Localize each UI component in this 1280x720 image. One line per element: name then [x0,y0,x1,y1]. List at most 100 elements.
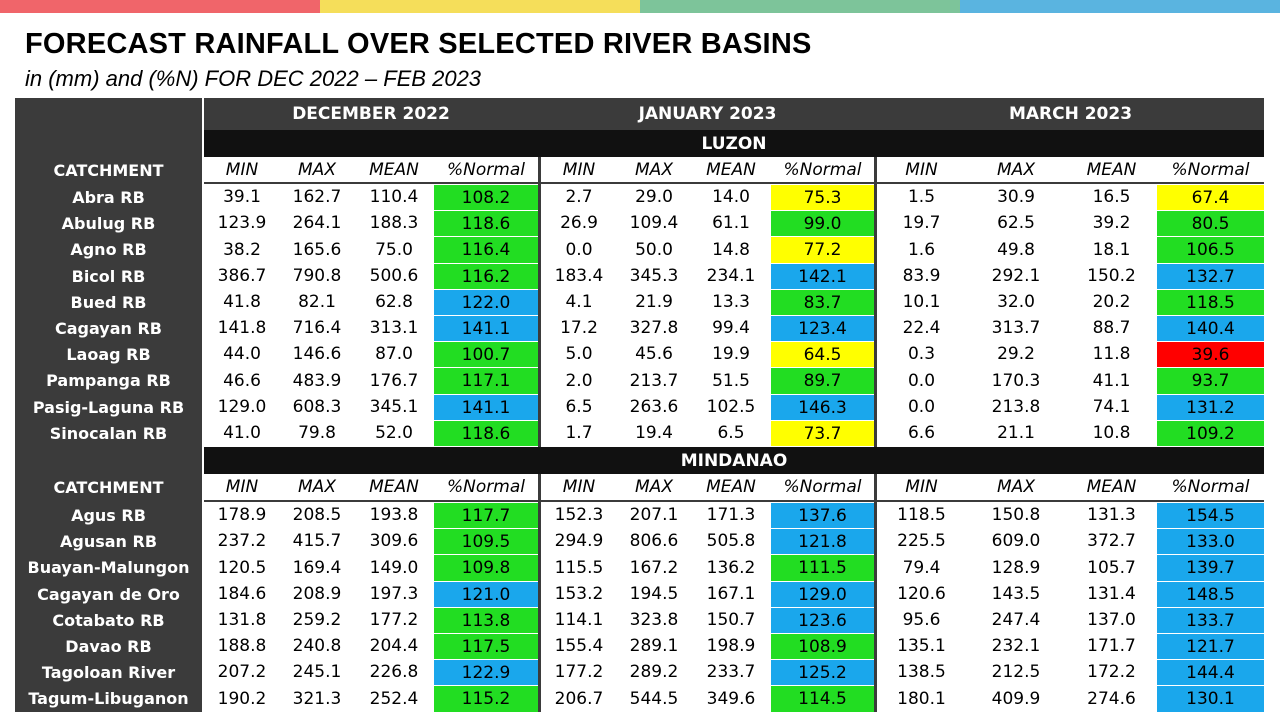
value-cell: 171.3 [706,505,756,525]
value-cell: 137.0 [1087,610,1136,630]
page-subtitle: in (mm) and (%N) FOR DEC 2022 – FEB 2023 [25,66,482,91]
value-cell: 225.5 [897,531,946,551]
pct-normal-cell: 133.7 [1157,607,1264,633]
value-cell: 29.0 [635,187,673,207]
value-cell: 50.0 [635,239,673,260]
value-cell: 169.4 [292,557,342,578]
value-cell: 115.5 [554,557,604,578]
value-cell: 4.1 [565,292,593,312]
catchment-name: Agno RB [15,236,202,263]
pct-normal-cell: 139.7 [1157,554,1264,581]
value-cell: 0.3 [907,344,936,364]
value-cell: 207.1 [629,505,679,525]
pct-normal-cell: 122.9 [434,659,538,685]
col-header-mean: MEAN [1086,477,1137,497]
value-cell: 150.2 [1087,266,1136,286]
value-cell: 10.8 [1092,423,1131,443]
value-cell: 167.2 [629,557,679,578]
value-cell: 207.2 [217,662,267,682]
value-cell: 143.5 [991,584,1041,604]
value-cell: 131.4 [1087,584,1136,604]
value-cell: 0.0 [907,397,936,417]
header-separator [204,182,1264,184]
month-divider-mindanao-1 [874,474,877,712]
col-header-max: MAX [997,477,1035,497]
pct-normal-cell: 108.9 [771,633,874,659]
pct-normal-cell: 116.2 [434,263,538,289]
value-cell: 102.5 [706,397,756,417]
catchment-name: Sinocalan RB [15,420,202,446]
pct-normal-cell: 123.4 [771,315,874,341]
value-cell: 226.8 [369,662,419,682]
value-cell: 609.0 [991,531,1041,551]
value-cell: 52.0 [375,423,413,443]
color-stripe [0,0,1280,13]
pct-normal-cell: 77.2 [771,236,874,263]
value-cell: 83.9 [902,266,941,286]
value-cell: 234.1 [706,266,756,286]
value-cell: 11.8 [1092,344,1131,364]
value-cell: 294.9 [554,531,604,551]
pct-normal-cell: 118.6 [434,210,538,236]
value-cell: 14.0 [712,187,750,207]
value-cell: 18.1 [1092,239,1131,260]
value-cell: 232.1 [991,636,1041,656]
page-title: FORECAST RAINFALL OVER SELECTED RIVER BA… [25,28,812,60]
month-header-2: MARCH 2023 [877,98,1264,130]
value-cell: 237.2 [217,531,267,551]
pct-normal-cell: 109.2 [1157,420,1264,446]
pct-normal-cell: 73.7 [771,420,874,446]
value-cell: 345.1 [369,397,419,417]
value-cell: 19.7 [902,213,941,233]
catchment-name: Bicol RB [15,263,202,289]
value-cell: 138.5 [897,662,946,682]
value-cell: 240.8 [292,636,342,656]
value-cell: 292.1 [991,266,1041,286]
value-cell: 162.7 [292,187,342,207]
pct-normal-cell: 80.5 [1157,210,1264,236]
pct-normal-cell: 64.5 [771,341,874,367]
pct-normal-cell: 121.8 [771,528,874,554]
value-cell: 120.6 [897,584,946,604]
pct-normal-cell: 125.2 [771,659,874,685]
value-cell: 183.4 [554,266,604,286]
catchment-name: Pampanga RB [15,367,202,394]
value-cell: 20.2 [1092,292,1131,312]
value-cell: 323.8 [629,610,679,630]
col-header-min: MIN [562,477,596,497]
value-cell: 252.4 [369,688,419,709]
rainfall-table: DECEMBER 2022 JANUARY 2023 MARCH 2023 LUZON… [15,98,1264,712]
value-cell: 62.5 [997,213,1035,233]
value-cell: 21.9 [635,292,673,312]
value-cell: 415.7 [292,531,342,551]
value-cell: 131.3 [1087,505,1136,525]
pct-normal-cell: 117.5 [434,633,538,659]
value-cell: 1.7 [565,423,593,443]
value-cell: 155.4 [554,636,604,656]
value-cell: 1.5 [907,187,936,207]
pct-normal-cell: 89.7 [771,367,874,394]
value-cell: 213.8 [991,397,1041,417]
value-cell: 806.6 [629,531,679,551]
value-cell: 13.3 [712,292,750,312]
catchment-name: Agusan RB [15,528,202,554]
pct-normal-cell: 109.5 [434,528,538,554]
catchment-name: Tagoloan River [15,659,202,685]
value-cell: 0.0 [907,370,936,391]
pct-normal-cell: 122.0 [434,289,538,315]
pct-normal-cell: 141.1 [434,394,538,420]
value-cell: 120.5 [217,557,267,578]
value-cell: 289.2 [629,662,679,682]
value-cell: 45.6 [635,344,673,364]
value-cell: 176.7 [369,370,419,391]
pct-normal-cell: 39.6 [1157,341,1264,367]
pct-normal-cell: 100.7 [434,341,538,367]
pct-normal-cell: 121.0 [434,581,538,607]
month-header-1: JANUARY 2023 [541,98,874,130]
catchment-name: Cotabato RB [15,607,202,633]
value-cell: 149.0 [369,557,419,578]
value-cell: 259.2 [292,610,342,630]
col-header-mean: MEAN [706,160,756,180]
month-divider-mindanao-0 [538,474,541,712]
section-header-mindanao: MINDANAO [204,447,1264,474]
